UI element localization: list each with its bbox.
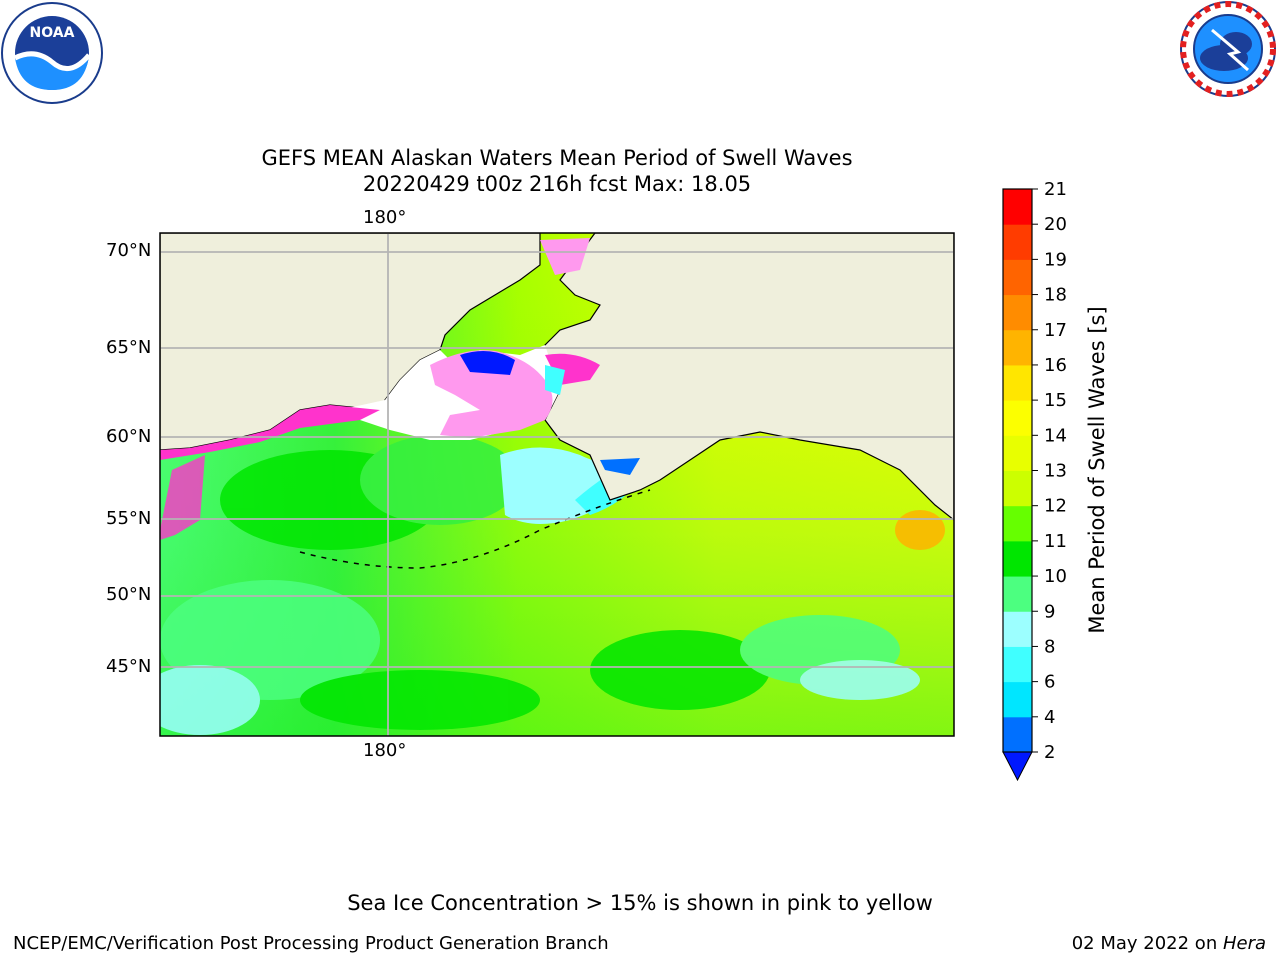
colorbar-tick-label: 15	[1044, 390, 1067, 411]
colorbar-tick-label: 2	[1044, 742, 1055, 763]
colorbar-segment	[1003, 646, 1032, 683]
colorbar-segment	[1003, 224, 1032, 260]
colorbar-tick-label: 21	[1044, 179, 1067, 200]
colorbar-segment	[1003, 716, 1032, 753]
land-alaska	[529, 233, 954, 521]
colorbar-segment	[1003, 576, 1032, 612]
colorbar-tick-label: 20	[1044, 214, 1067, 235]
chart-title-line2: 20220429 t00z 216h fcst Max: 18.05	[362, 172, 752, 196]
map-frame	[159, 232, 955, 737]
date-text: 02 May 2022 on	[1071, 933, 1223, 954]
lat-label-55: 55°N	[106, 508, 152, 529]
noaa-logo: NOAA	[1, 2, 103, 104]
graticule	[160, 233, 954, 736]
aleutian-islands	[299, 489, 651, 569]
colorbar-tick-label: 18	[1044, 285, 1067, 306]
sea-ice	[160, 238, 640, 540]
swell-patches	[160, 435, 945, 735]
noaa-logo-label: NOAA	[30, 25, 75, 41]
colorbar-segment	[1003, 294, 1032, 331]
colorbar-segment	[1003, 611, 1032, 647]
colorbar-tick-label: 10	[1044, 566, 1067, 587]
colorbar-segment	[1003, 329, 1032, 366]
colorbar-segment	[1003, 681, 1032, 718]
lat-label-60: 60°N	[106, 426, 152, 447]
colorbar-tick-label: 19	[1044, 249, 1067, 270]
lon-label-top: 180°	[363, 207, 407, 228]
colorbar-segment	[1003, 189, 1032, 225]
lat-label-70: 70°N	[106, 240, 152, 261]
machine-name: Hera	[1222, 933, 1266, 954]
colorbar-tick-label: 16	[1044, 355, 1067, 376]
chart-title-line1: GEFS MEAN Alaskan Waters Mean Period of …	[261, 146, 853, 170]
credit-text: NCEP/EMC/Verification Post Processing Pr…	[13, 933, 609, 954]
lat-label-45: 45°N	[106, 656, 152, 677]
colorbar-tick-label: 12	[1044, 496, 1067, 517]
colorbar-segment	[1003, 259, 1032, 296]
lat-label-50: 50°N	[106, 584, 152, 605]
date-stamp: 02 May 2022 on Hera	[1072, 933, 1266, 954]
colorbar-segment	[1003, 435, 1032, 471]
colorbar-underflow-arrow	[1002, 751, 1033, 782]
colorbar-tick-label: 13	[1044, 461, 1067, 482]
nws-logo	[1180, 1, 1276, 97]
colorbar-segment	[1003, 540, 1032, 577]
colorbar-segment	[1003, 400, 1032, 436]
colorbar-tick-label: 4	[1044, 707, 1055, 728]
lon-label-bottom: 180°	[363, 740, 407, 761]
colorbar-segment	[1003, 470, 1032, 507]
lat-label-65: 65°N	[106, 337, 152, 358]
colorbar-tick-label: 9	[1044, 601, 1055, 622]
colorbar-tick-label: 8	[1044, 636, 1055, 657]
colorbar-segment	[1003, 505, 1032, 542]
colorbar-tick-label: 11	[1044, 531, 1067, 552]
colorbar-label: Mean Period of Swell Waves [s]	[1085, 306, 1109, 634]
colorbar-segment	[1003, 364, 1032, 401]
colorbar-tick-label: 14	[1044, 425, 1067, 446]
colorbar-tick-label: 17	[1044, 320, 1067, 341]
sea-ice-note: Sea Ice Concentration > 15% is shown in …	[347, 891, 933, 915]
colorbar-tick-label: 6	[1044, 672, 1055, 693]
